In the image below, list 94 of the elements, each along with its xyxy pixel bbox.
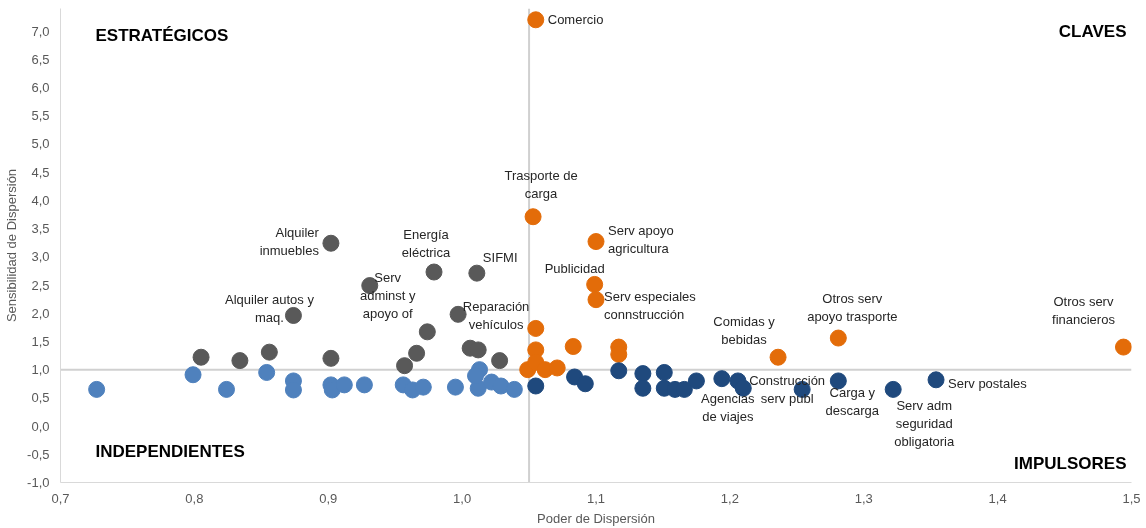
point bbox=[610, 362, 628, 380]
point bbox=[446, 378, 464, 396]
point bbox=[192, 348, 210, 366]
point bbox=[634, 379, 652, 397]
point bbox=[414, 378, 432, 396]
y-tick-label: 0,0 bbox=[31, 418, 50, 434]
point bbox=[687, 372, 705, 390]
y-tick-label: 4,5 bbox=[31, 164, 50, 180]
y-tick-label: 4,0 bbox=[31, 192, 50, 208]
annotation: Serv adminst y apoyo of bbox=[359, 270, 417, 322]
y-tick-label: 2,5 bbox=[31, 277, 50, 293]
point bbox=[355, 376, 373, 394]
y-tick-label: -1,0 bbox=[27, 475, 50, 490]
x-tick-label: 1,5 bbox=[1122, 490, 1141, 506]
point bbox=[587, 233, 605, 251]
x-tick-label: 1,0 bbox=[453, 490, 472, 506]
annotation: ESTRATÉGICOS bbox=[95, 25, 229, 45]
point bbox=[564, 338, 582, 355]
y-tick-label: 1,0 bbox=[31, 362, 50, 378]
point bbox=[829, 329, 847, 347]
point bbox=[396, 357, 414, 375]
point bbox=[505, 380, 523, 398]
y-tick-label: 6,5 bbox=[31, 51, 50, 67]
x-tick-label: 1,3 bbox=[854, 490, 873, 506]
x-tick-label: 1,4 bbox=[988, 490, 1007, 506]
point bbox=[587, 291, 605, 309]
point bbox=[655, 363, 673, 381]
y-tick-label: 7,0 bbox=[31, 23, 50, 39]
annotation: Agencias de viajes bbox=[701, 391, 756, 425]
point bbox=[418, 323, 436, 341]
annotation: Serv adm seguridad obligatoria bbox=[894, 397, 955, 449]
point bbox=[769, 348, 787, 366]
annotation: Alquiler autos y maq. bbox=[225, 291, 315, 325]
annotation: Comidas y bebidas bbox=[713, 314, 776, 348]
point bbox=[1114, 338, 1132, 356]
point bbox=[258, 363, 276, 381]
annotation: CLAVES bbox=[1058, 21, 1127, 41]
point bbox=[527, 319, 545, 337]
point bbox=[408, 344, 426, 362]
point bbox=[425, 263, 443, 281]
y-tick-label: 5,0 bbox=[31, 136, 50, 152]
annotation: Serv especiales connstrucción bbox=[604, 289, 697, 323]
annotation: INDEPENDIENTES bbox=[95, 441, 245, 461]
point bbox=[231, 352, 249, 370]
x-tick-label: 0,8 bbox=[185, 490, 204, 506]
y-axis-title: Sensibilidad de Dispersión bbox=[4, 168, 20, 323]
point bbox=[927, 371, 945, 389]
annotation: IMPULSORES bbox=[1014, 453, 1127, 473]
point bbox=[335, 376, 353, 394]
annotation: SIFMI bbox=[482, 250, 518, 266]
y-tick-label: 3,0 bbox=[31, 249, 50, 265]
annotation: Alquiler inmuebles bbox=[259, 224, 320, 258]
annotation: Carga y descarga bbox=[825, 385, 880, 419]
point bbox=[218, 380, 236, 398]
point bbox=[492, 377, 510, 395]
point bbox=[322, 234, 340, 252]
point bbox=[468, 264, 486, 282]
point bbox=[586, 275, 604, 293]
x-tick-label: 0,9 bbox=[319, 490, 338, 506]
annotation: Serv postales bbox=[948, 376, 1028, 392]
point bbox=[322, 349, 340, 367]
annotation: Otros serv apoyo trasporte bbox=[807, 291, 898, 325]
point bbox=[184, 366, 202, 384]
point bbox=[284, 306, 302, 324]
annotation: Publicidad bbox=[544, 261, 605, 277]
point bbox=[548, 359, 566, 377]
point bbox=[527, 377, 545, 395]
point bbox=[576, 375, 594, 393]
annotation: Comercio bbox=[547, 12, 604, 28]
y-tick-label: -0,5 bbox=[27, 446, 50, 462]
y-tick-label: 5,5 bbox=[31, 108, 50, 124]
point bbox=[713, 370, 731, 388]
point bbox=[88, 380, 106, 398]
x-tick-label: 0,7 bbox=[51, 490, 70, 506]
y-tick-label: 3,5 bbox=[31, 221, 50, 237]
y-tick-label: 6,0 bbox=[31, 80, 50, 95]
point bbox=[491, 352, 509, 370]
annotation: Energía eléctrica bbox=[401, 227, 451, 261]
x-tick-label: 1,2 bbox=[720, 490, 739, 506]
annotation: Reparación vehículos bbox=[462, 298, 530, 332]
point bbox=[527, 11, 545, 29]
x-axis-title: Poder de Dispersión bbox=[537, 510, 655, 526]
point bbox=[884, 380, 902, 398]
annotation: Serv apoyo agricultura bbox=[608, 223, 674, 257]
point bbox=[634, 365, 652, 383]
annotation: Otros serv financieros bbox=[1052, 294, 1116, 328]
y-tick-label: 2,0 bbox=[31, 305, 50, 321]
y-tick-label: 0,5 bbox=[31, 390, 50, 406]
annotation: Trasporte de carga bbox=[504, 167, 578, 201]
x-tick-label: 1,1 bbox=[586, 490, 606, 506]
point bbox=[467, 367, 485, 385]
y-tick-label: 1,5 bbox=[31, 333, 50, 349]
point bbox=[524, 208, 542, 226]
point bbox=[260, 343, 278, 361]
